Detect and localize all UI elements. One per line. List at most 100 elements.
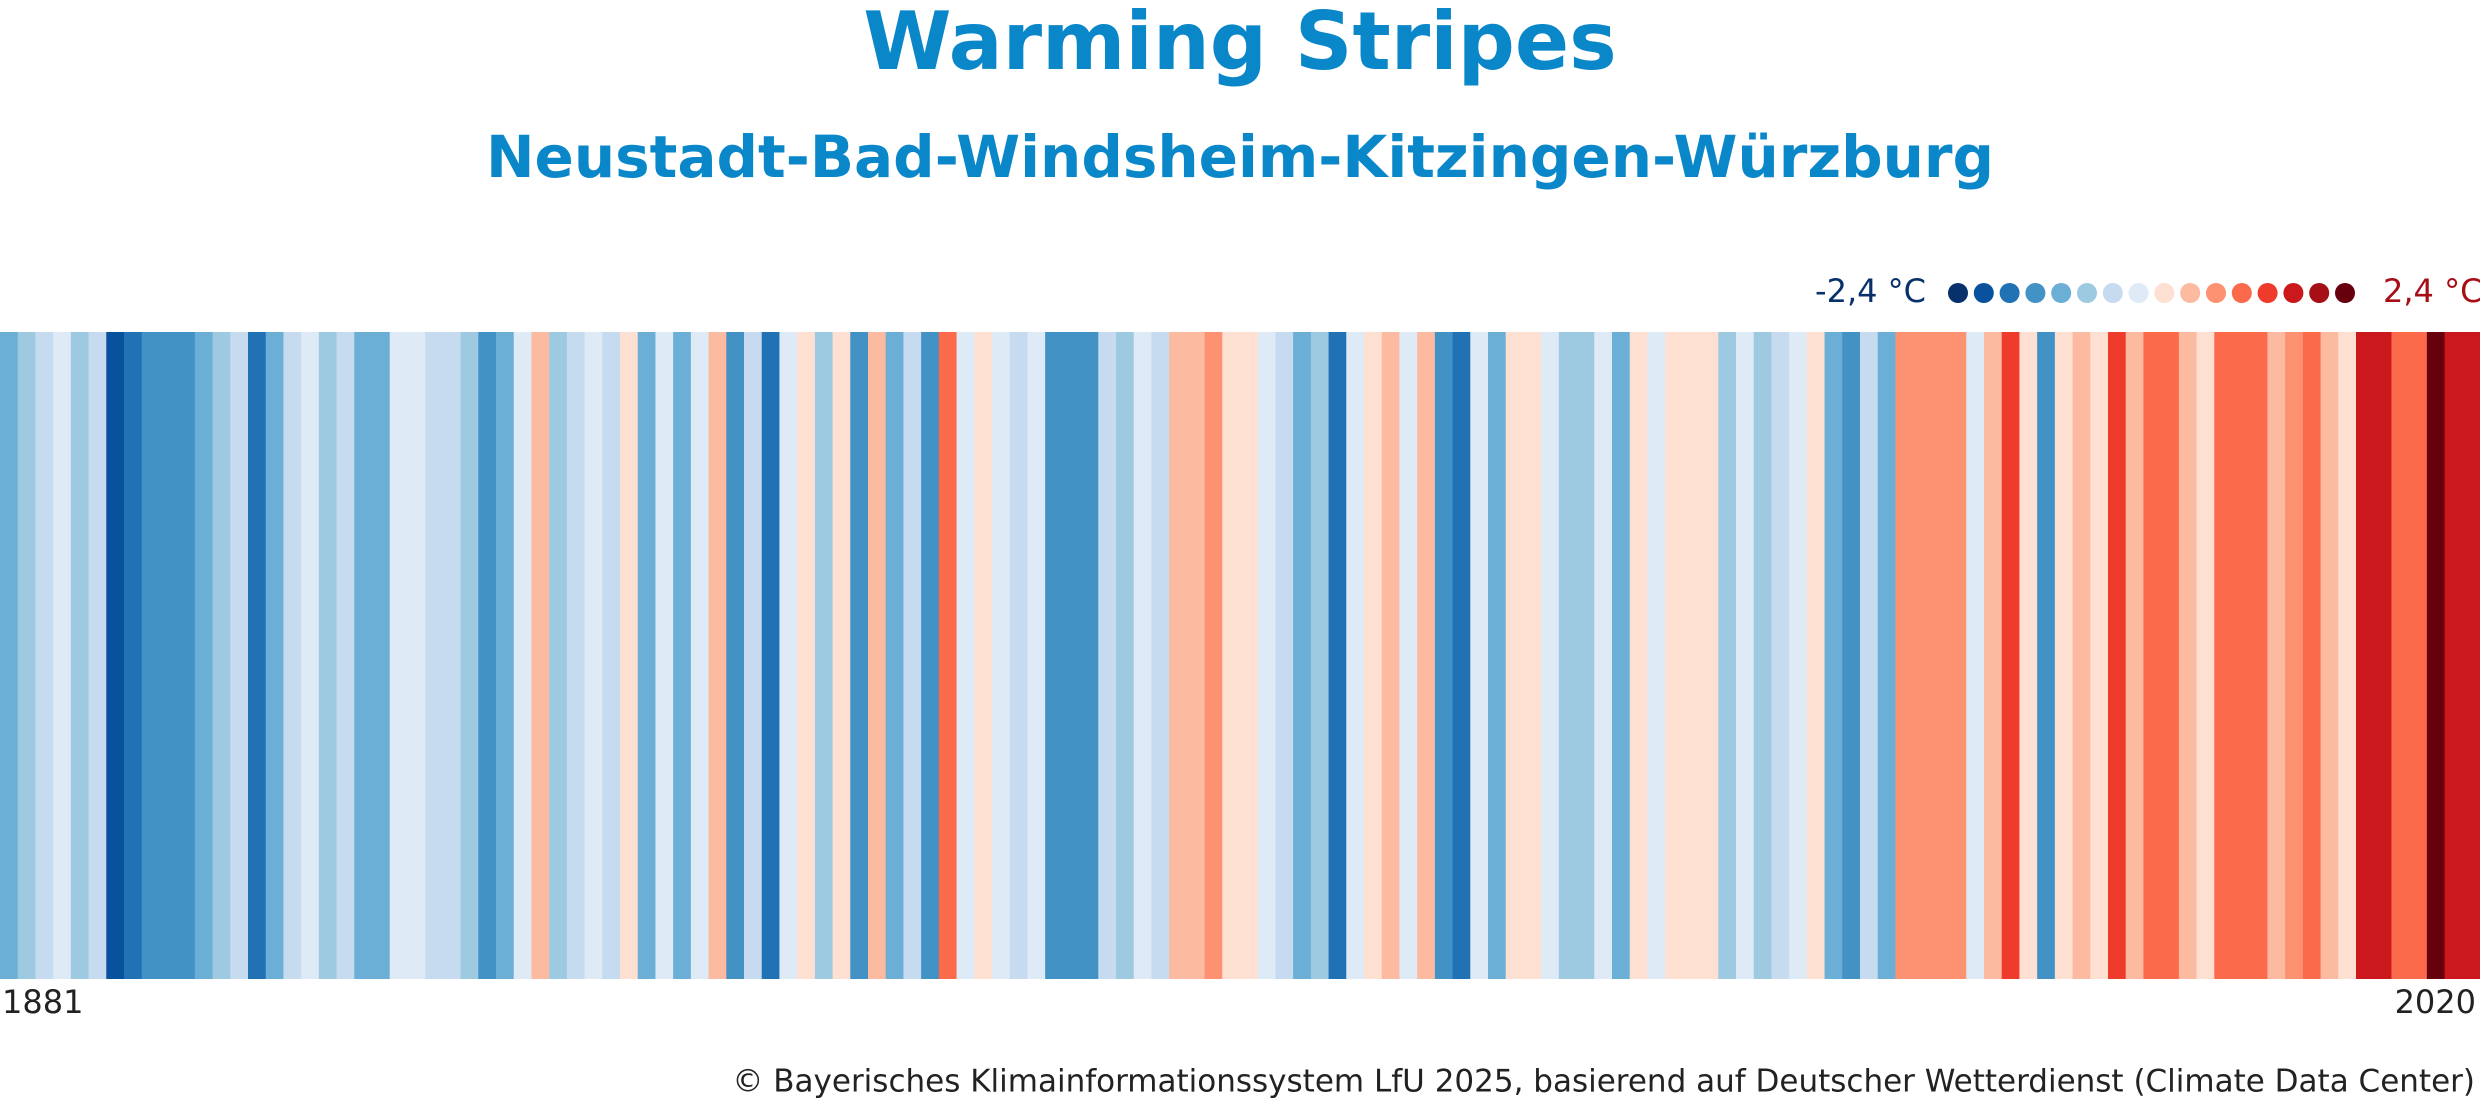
stripe (442, 332, 462, 979)
stripe (850, 332, 869, 979)
legend-dot (2051, 283, 2072, 303)
stripe (1470, 332, 1489, 979)
legend-dot (1948, 283, 1968, 303)
stripe (283, 332, 302, 979)
stripe (2462, 332, 2480, 979)
stripe (513, 332, 533, 979)
stripe (1558, 332, 1578, 979)
stripe (1080, 332, 1099, 979)
stripe (53, 332, 72, 979)
stripe (17, 332, 37, 979)
stripe (1505, 332, 1525, 979)
stripe (744, 332, 763, 979)
stripe (2249, 332, 2269, 979)
stripe (1665, 332, 1684, 979)
stripe (1895, 332, 1914, 979)
stripe (1753, 332, 1773, 979)
stripe (1293, 332, 1312, 979)
stripe (1045, 332, 1064, 979)
stripe (1222, 332, 1241, 979)
stripe (1381, 332, 1401, 979)
stripe (1364, 332, 1383, 979)
stripe (673, 332, 692, 979)
stripe (2267, 332, 2286, 979)
stripe (2391, 332, 2410, 979)
stripe (726, 332, 745, 979)
stripe (1771, 332, 1790, 979)
stripe (1594, 332, 1613, 979)
stripe (2356, 332, 2375, 979)
stripe (797, 332, 816, 979)
stripe (814, 332, 834, 979)
stripe (956, 332, 975, 979)
stripe (1133, 332, 1153, 979)
stripe (1612, 332, 1631, 979)
stripe (2001, 332, 2021, 979)
legend-dot (2309, 283, 2330, 303)
legend-dot (2154, 283, 2175, 303)
stripe (1718, 332, 1737, 979)
stripe (1098, 332, 1117, 979)
stripe (1204, 332, 1223, 979)
stripe (620, 332, 639, 979)
stripe (1257, 332, 1277, 979)
source-note: © Bayerisches Klimainformationssystem Lf… (732, 1064, 2475, 1100)
stripe (478, 332, 497, 979)
stripe (1027, 332, 1046, 979)
stripe (1488, 332, 1507, 979)
stripe (921, 332, 940, 979)
stripe (2444, 332, 2463, 979)
stripe (141, 332, 161, 979)
stripe (1842, 332, 1861, 979)
stripe (992, 332, 1011, 979)
stripe (1434, 332, 1454, 979)
stripe (407, 332, 426, 979)
stripe (637, 332, 657, 979)
stripe (2125, 332, 2145, 979)
stripe (602, 332, 621, 979)
stripe (212, 332, 231, 979)
stripe (1806, 332, 1826, 979)
x-tick-label: 2020 (2395, 983, 2476, 1021)
stripe (761, 332, 781, 979)
stripe (2426, 332, 2446, 979)
stripe (389, 332, 409, 979)
stripe (1009, 332, 1029, 979)
stripe (1700, 332, 1719, 979)
stripe (903, 332, 922, 979)
stripe (2072, 332, 2091, 979)
stripe (1062, 332, 1082, 979)
stripe (2196, 332, 2215, 979)
stripe (1186, 332, 1206, 979)
stripe (1116, 332, 1135, 979)
stripe (2338, 332, 2357, 979)
legend-dot (2206, 283, 2226, 303)
stripe (1629, 332, 1649, 979)
stripe (177, 332, 196, 979)
stripe (2143, 332, 2162, 979)
legend-max-label: 2,4 °C (2383, 272, 2480, 310)
stripe (2037, 332, 2056, 979)
stripe (1328, 332, 1347, 979)
stripe (1169, 332, 1188, 979)
legend-dot (2335, 283, 2355, 303)
legend-dot (2257, 283, 2278, 303)
stripe (2373, 332, 2393, 979)
stripe (2108, 332, 2127, 979)
stripe (35, 332, 54, 979)
stripe (1736, 332, 1755, 979)
stripe (1966, 332, 1985, 979)
stripe (265, 332, 285, 979)
legend-min-label: -2,4 °C (1815, 272, 1926, 310)
stripe (159, 332, 178, 979)
stripe (974, 332, 993, 979)
chart-title: Warming Stripes (863, 0, 1617, 88)
legend-dot (1999, 283, 2020, 303)
stripe (832, 332, 851, 979)
stripe (425, 332, 444, 979)
legend-dot (2025, 283, 2046, 303)
stripe (354, 332, 373, 979)
legend-dot (2128, 283, 2149, 303)
stripe (1682, 332, 1702, 979)
stripe (2409, 332, 2428, 979)
